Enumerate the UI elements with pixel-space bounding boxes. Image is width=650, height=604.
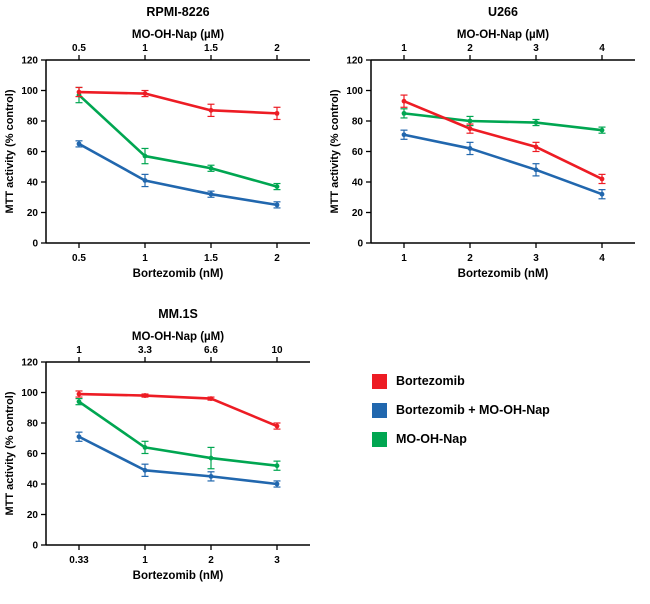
svg-text:1: 1 (401, 43, 407, 54)
svg-text:2: 2 (274, 253, 280, 264)
svg-text:Bortezomib (nM): Bortezomib (nM) (458, 268, 549, 280)
svg-text:1: 1 (142, 43, 148, 54)
svg-text:1.5: 1.5 (204, 253, 218, 264)
svg-text:100: 100 (346, 86, 363, 97)
svg-text:RPMI-8226: RPMI-8226 (146, 5, 209, 19)
svg-text:10: 10 (271, 345, 283, 356)
legend-swatch-mo-oh-nap (372, 432, 387, 447)
svg-text:U266: U266 (488, 5, 518, 19)
legend-label-combo: Bortezomib + MO-OH-Nap (396, 403, 550, 417)
svg-text:1: 1 (142, 555, 148, 566)
svg-text:120: 120 (21, 56, 38, 67)
svg-text:MO-OH-Nap (µM): MO-OH-Nap (µM) (132, 29, 224, 41)
svg-text:Bortezomib (nM): Bortezomib (nM) (133, 268, 224, 280)
legend-item-combo: Bortezomib + MO-OH-Nap (372, 403, 650, 418)
svg-text:0.33: 0.33 (69, 555, 89, 566)
legend-label-bortezomib: Bortezomib (396, 374, 465, 388)
legend-item-mo-oh-nap: MO-OH-Nap (372, 432, 650, 447)
svg-text:6.6: 6.6 (204, 345, 218, 356)
svg-text:120: 120 (346, 56, 363, 67)
legend-swatch-bortezomib (372, 374, 387, 389)
svg-text:40: 40 (352, 178, 364, 189)
svg-text:4: 4 (599, 253, 605, 264)
svg-text:2: 2 (467, 253, 473, 264)
svg-text:MTT activity (% control): MTT activity (% control) (4, 391, 16, 515)
panel-u266: U266 MO-OH-Nap (µM) 1 2 3 4 0 20 40 60 80 100 120 1 2 3… (325, 0, 650, 302)
svg-text:4: 4 (599, 43, 605, 54)
svg-text:20: 20 (27, 208, 39, 219)
svg-text:1.5: 1.5 (204, 43, 218, 54)
svg-text:60: 60 (27, 147, 39, 158)
svg-text:80: 80 (352, 117, 364, 128)
svg-text:1: 1 (76, 345, 82, 356)
svg-text:3: 3 (533, 253, 539, 264)
svg-text:MTT activity (% control): MTT activity (% control) (329, 89, 341, 213)
svg-text:100: 100 (21, 86, 38, 97)
panel-rpmi-8226: RPMI-8226 MO-OH-Nap (µM) 0.5 1 1.5 2 0 20 40 60 80… (0, 0, 325, 302)
panel-mm1s: MM.1S MO-OH-Nap (µM) 1 3.3 6.6 10 0 20 40 60 80 100… (0, 302, 325, 604)
svg-text:2: 2 (274, 43, 280, 54)
svg-text:0: 0 (32, 541, 38, 552)
svg-text:60: 60 (27, 449, 39, 460)
legend-item-bortezomib: Bortezomib (372, 374, 650, 389)
svg-text:100: 100 (21, 388, 38, 399)
legend-swatch-combo (372, 403, 387, 418)
svg-text:3: 3 (274, 555, 280, 566)
svg-text:0.5: 0.5 (72, 253, 86, 264)
svg-text:20: 20 (352, 208, 364, 219)
svg-text:20: 20 (27, 510, 39, 521)
legend: Bortezomib Bortezomib + MO-OH-Nap MO-OH-… (325, 302, 650, 604)
svg-text:1: 1 (142, 253, 148, 264)
svg-text:MO-OH-Nap (µM): MO-OH-Nap (µM) (457, 29, 549, 41)
svg-text:120: 120 (21, 358, 38, 369)
svg-text:80: 80 (27, 117, 39, 128)
svg-text:3: 3 (533, 43, 539, 54)
svg-text:60: 60 (352, 147, 364, 158)
svg-text:MM.1S: MM.1S (158, 307, 198, 321)
svg-text:0: 0 (357, 239, 363, 250)
svg-text:0.5: 0.5 (72, 43, 86, 54)
svg-text:MO-OH-Nap (µM): MO-OH-Nap (µM) (132, 331, 224, 343)
svg-text:1: 1 (401, 253, 407, 264)
svg-text:40: 40 (27, 178, 39, 189)
svg-text:0: 0 (32, 239, 38, 250)
svg-text:2: 2 (467, 43, 473, 54)
legend-label-mo-oh-nap: MO-OH-Nap (396, 432, 467, 446)
svg-text:40: 40 (27, 480, 39, 491)
svg-text:Bortezomib (nM): Bortezomib (nM) (133, 570, 224, 582)
svg-text:3.3: 3.3 (138, 345, 152, 356)
svg-text:80: 80 (27, 419, 39, 430)
svg-text:2: 2 (208, 555, 214, 566)
svg-text:MTT activity (% control): MTT activity (% control) (4, 89, 16, 213)
